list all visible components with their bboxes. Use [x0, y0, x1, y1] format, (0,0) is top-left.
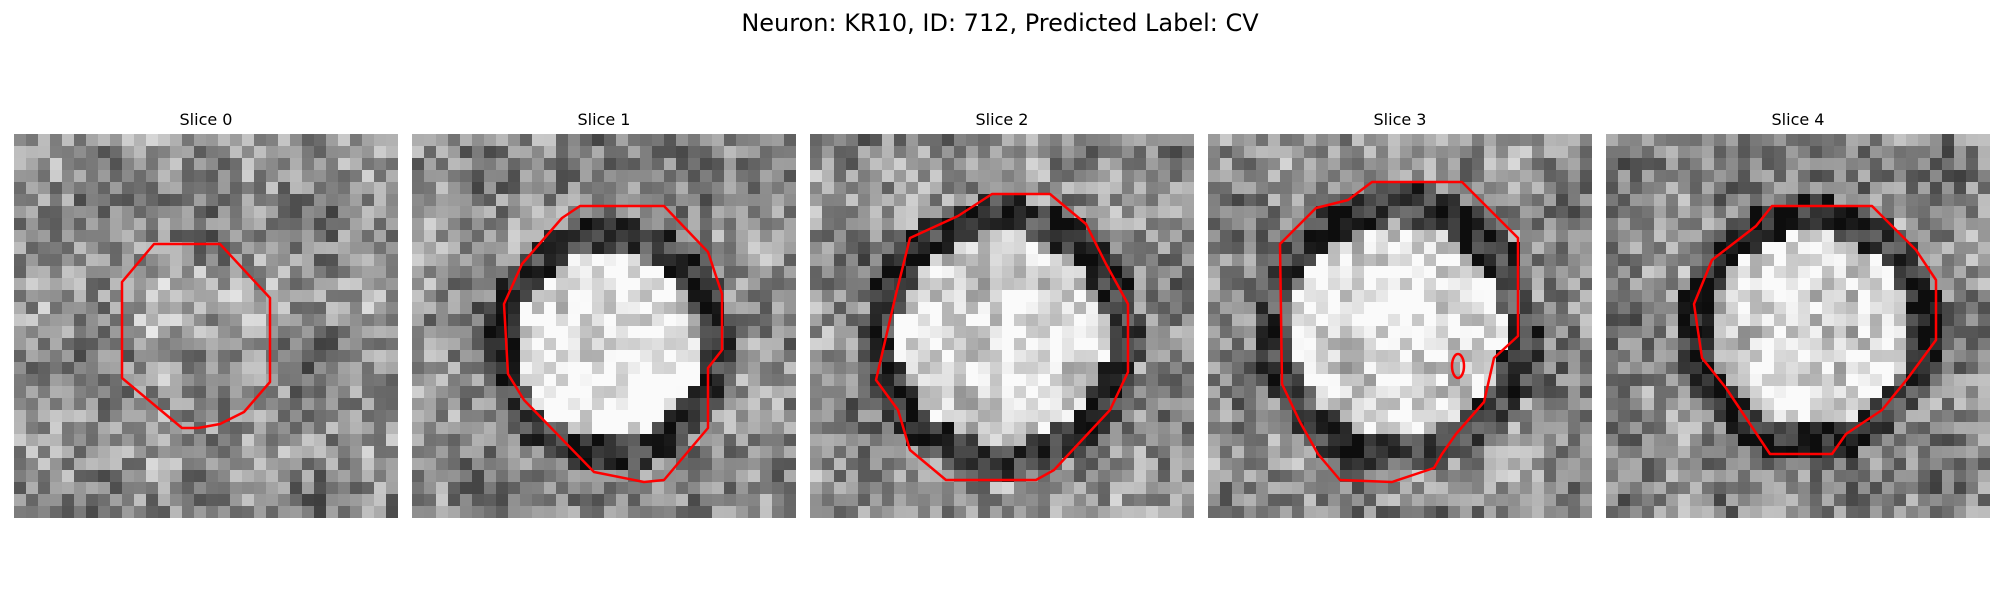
slice-panel-4: Slice 4 [1606, 109, 1990, 518]
figure-title: Neuron: KR10, ID: 712, Predicted Label: … [741, 9, 1259, 37]
slice-panel-2: Slice 2 [810, 109, 1194, 518]
slice-title: Slice 4 [1771, 110, 1825, 129]
slice-panel-3: Slice 3 [1208, 109, 1592, 518]
slice-image [412, 134, 796, 518]
slice-panel-1: Slice 1 [412, 109, 796, 518]
slice-image [810, 134, 1194, 518]
slice-title: Slice 0 [179, 110, 233, 129]
slice-title: Slice 3 [1373, 110, 1427, 129]
slice-image [14, 134, 398, 518]
slice-panel-0: Slice 0 [14, 109, 398, 518]
slice-image [1606, 134, 1990, 518]
slice-image [1208, 134, 1592, 518]
slice-title: Slice 1 [577, 110, 631, 129]
slice-title: Slice 2 [975, 110, 1029, 129]
